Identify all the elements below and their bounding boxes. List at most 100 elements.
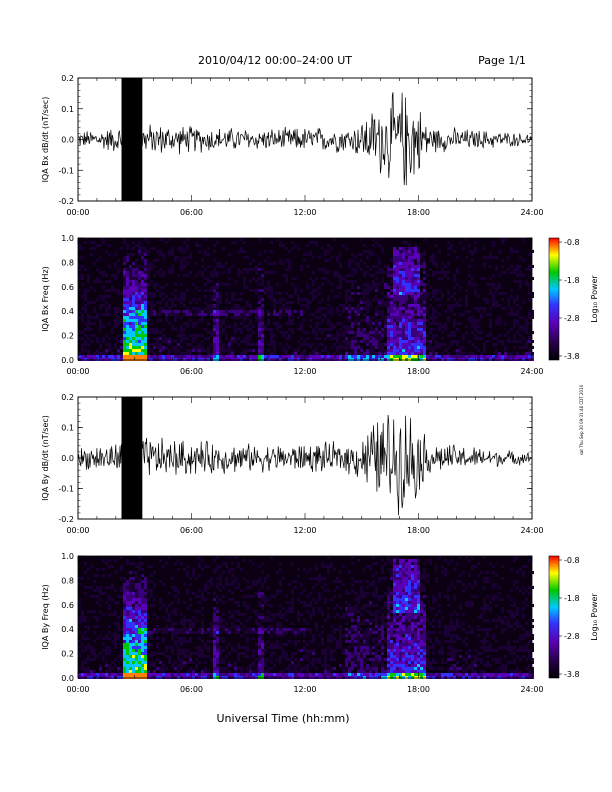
y-axis-label: IQA Bx Freq (Hz): [41, 266, 50, 332]
spectrogram-cell: [405, 319, 408, 322]
spectrogram-cell: [513, 340, 516, 343]
spectrogram-cell: [171, 649, 174, 652]
spectrogram-cell: [225, 325, 228, 328]
spectrogram-cell: [480, 277, 483, 280]
spectrogram-cell: [174, 643, 177, 646]
spectrogram-cell: [117, 259, 120, 262]
spectrogram-cell: [216, 355, 219, 358]
spectrogram-cell: [357, 343, 360, 346]
spectrogram-cell: [90, 676, 93, 679]
spectrogram-cell: [504, 349, 507, 352]
spectrogram-cell: [369, 658, 372, 661]
spectrogram-cell: [126, 658, 129, 661]
spectrogram-cell: [198, 589, 201, 592]
spectrogram-cell: [306, 604, 309, 607]
spectrogram-cell: [174, 613, 177, 616]
spectrogram-cell: [408, 298, 411, 301]
spectrogram-cell: [276, 283, 279, 286]
spectrogram-cell: [153, 259, 156, 262]
spectrogram-cell: [99, 343, 102, 346]
spectrogram-cell: [138, 664, 141, 667]
spectrogram-cell: [297, 328, 300, 331]
spectrogram-cell: [87, 313, 90, 316]
spectrogram-cell: [321, 349, 324, 352]
spectrogram-cell: [354, 646, 357, 649]
spectrogram-cell: [132, 613, 135, 616]
spectrogram-cell: [363, 568, 366, 571]
spectrogram-cell: [483, 343, 486, 346]
spectrogram-cell: [360, 652, 363, 655]
spectrogram-cell: [321, 277, 324, 280]
spectrogram-cell: [114, 319, 117, 322]
spectrogram-cell: [135, 643, 138, 646]
x-tick-label: 18:00: [407, 367, 430, 376]
spectrogram-cell: [366, 283, 369, 286]
spectrogram-cell: [222, 319, 225, 322]
spectrogram-cell: [258, 565, 261, 568]
spectrogram-cell: [399, 328, 402, 331]
spectrogram-cell: [354, 262, 357, 265]
spectrogram-cell: [291, 589, 294, 592]
spectrogram-cell: [195, 652, 198, 655]
spectrogram-cell: [207, 592, 210, 595]
spectrogram-cell: [399, 295, 402, 298]
spectrogram-cell: [333, 631, 336, 634]
spectrogram-cell: [132, 340, 135, 343]
spectrogram-cell: [222, 349, 225, 352]
spectrogram-cell: [261, 274, 264, 277]
spectrogram-cell: [360, 331, 363, 334]
spectrogram-cell: [192, 322, 195, 325]
spectrogram-cell: [291, 664, 294, 667]
spectrogram-cell: [417, 283, 420, 286]
spectrogram-cell: [504, 292, 507, 295]
spectrogram-cell: [456, 304, 459, 307]
spectrogram-cell: [246, 313, 249, 316]
spectrogram-cell: [375, 346, 378, 349]
spectrogram-cell: [195, 310, 198, 313]
spectrogram-cell: [147, 352, 150, 355]
spectrogram-cell: [99, 328, 102, 331]
spectrogram-cell: [342, 340, 345, 343]
spectrogram-cell: [345, 649, 348, 652]
spectrogram-cell: [219, 661, 222, 664]
spectrogram-cell: [78, 601, 81, 604]
spectrogram-cell: [90, 286, 93, 289]
spectrogram-cell: [291, 322, 294, 325]
spectrogram-cell: [129, 670, 132, 673]
y-tick-label: -0.2: [58, 197, 74, 206]
spectrogram-cell: [462, 358, 465, 361]
spectrogram-cell: [102, 643, 105, 646]
spectrogram-cell: [372, 619, 375, 622]
spectrogram-cell: [132, 310, 135, 313]
spectrogram-cell: [183, 352, 186, 355]
spectrogram-cell: [330, 634, 333, 637]
spectrogram-cell: [291, 610, 294, 613]
spectrogram-cell: [315, 583, 318, 586]
spectrogram-cell: [435, 343, 438, 346]
spectrogram-cell: [138, 568, 141, 571]
spectrogram-cell: [132, 595, 135, 598]
spectrogram-cell: [195, 241, 198, 244]
spectrogram-cell: [429, 286, 432, 289]
spectrogram-cell: [432, 328, 435, 331]
spectrogram-cell: [513, 346, 516, 349]
spectrogram-cell: [282, 673, 285, 676]
spectrogram-cell: [531, 250, 534, 253]
spectrogram-cell: [138, 643, 141, 646]
spectrogram-cell: [177, 349, 180, 352]
spectrogram-cell: [207, 280, 210, 283]
spectrogram-cell: [123, 586, 126, 589]
spectrogram-cell: [357, 598, 360, 601]
spectrogram-cell: [420, 280, 423, 283]
spectrogram-cell: [459, 286, 462, 289]
spectrogram-cell: [150, 322, 153, 325]
spectrogram-cell: [531, 331, 534, 334]
spectrogram-cell: [237, 310, 240, 313]
spectrogram-cell: [255, 643, 258, 646]
spectrogram-cell: [237, 655, 240, 658]
spectrogram-cell: [303, 634, 306, 637]
spectrogram-cell: [228, 631, 231, 634]
spectrogram-cell: [216, 328, 219, 331]
spectrogram-cell: [210, 622, 213, 625]
spectrogram-cell: [96, 601, 99, 604]
